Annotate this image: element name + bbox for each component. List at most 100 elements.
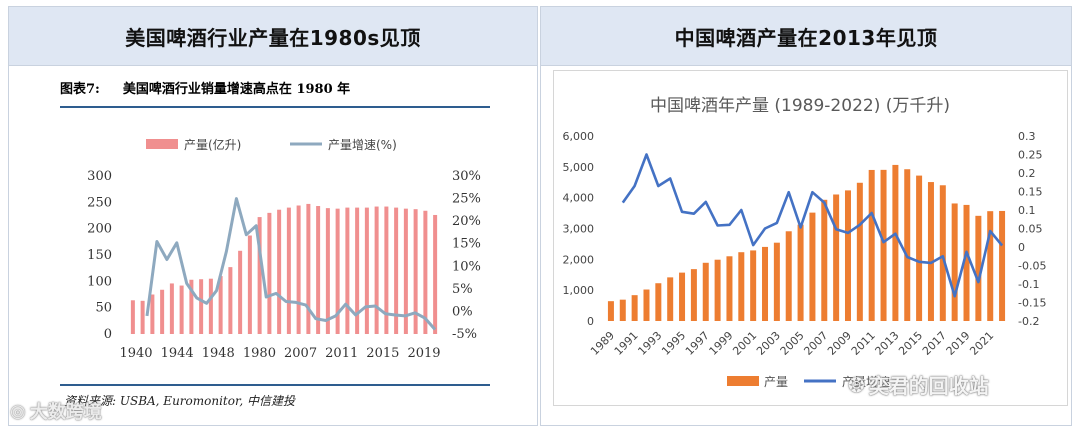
- bar-production: [433, 214, 438, 334]
- left-y-tick-label: 3,000: [563, 223, 595, 236]
- bar-production: [189, 279, 194, 334]
- bar-production: [267, 212, 272, 334]
- bar-production: [785, 231, 792, 321]
- left-y-tick-label: 1,000: [563, 284, 595, 297]
- bar-production: [702, 262, 709, 321]
- bar-production: [939, 185, 946, 321]
- bar-production: [916, 175, 923, 321]
- bar-production: [345, 207, 350, 334]
- left-y-tick-label: 0: [104, 327, 112, 342]
- left-y-tick-label: 200: [87, 222, 112, 237]
- x-tick-label: 1995: [659, 329, 688, 358]
- bar-production: [714, 259, 721, 321]
- x-tick-label: 1999: [707, 329, 736, 358]
- legend-swatch-production: [146, 139, 178, 149]
- left-figure-top-rule: [60, 106, 490, 108]
- bar-production: [296, 205, 301, 334]
- right-y-tick-label: -0.2: [1018, 315, 1039, 328]
- bar-production: [150, 294, 155, 334]
- bar-production: [750, 250, 757, 321]
- right-y-tick-label: 0.05: [1018, 223, 1043, 236]
- bar-production: [374, 206, 379, 334]
- right-y-tick-label: -5%: [452, 327, 477, 342]
- bar-production: [160, 289, 165, 334]
- bar-production: [179, 285, 184, 334]
- left-figure-title: 美国啤酒行业销量增速高点在 1980 年: [122, 82, 351, 97]
- bar-production: [218, 276, 223, 334]
- bar-production: [384, 206, 389, 334]
- bar-production: [631, 295, 638, 321]
- bar-production: [726, 256, 733, 321]
- bar-production: [904, 169, 911, 321]
- right-y-tick-label: 0: [1018, 241, 1025, 254]
- bar-production: [999, 210, 1006, 321]
- bar-production: [364, 207, 369, 334]
- x-tick-label: 2001: [730, 329, 759, 358]
- bar-production: [679, 272, 686, 321]
- right-panel-header: 中国啤酒产量在2013年见顶: [541, 7, 1071, 66]
- right-y-tick-label: 0%: [452, 304, 473, 319]
- left-chart: 产量(亿升) 产量增速(%) 0 50 100 150 200 250 300 -5% 0% 5% 10…: [87, 137, 481, 361]
- left-y-tick-label: 150: [87, 248, 112, 263]
- bar-production: [773, 242, 780, 321]
- x-tick-label: 1940: [119, 346, 152, 361]
- right-y-tick-label: 10%: [452, 259, 481, 274]
- x-tick-label: 1948: [202, 346, 235, 361]
- bar-production: [286, 207, 291, 334]
- x-tick-label: 2019: [407, 346, 440, 361]
- bar-production: [643, 289, 650, 321]
- bar-production: [738, 252, 745, 321]
- x-tick-label: 2007: [284, 346, 317, 361]
- legend-label-production: 产量: [764, 375, 788, 389]
- right-y-tick-label: 0.15: [1018, 186, 1043, 199]
- legend-swatch-production: [727, 376, 759, 386]
- bar-production: [667, 277, 674, 321]
- bar-production: [975, 215, 982, 321]
- bar-production: [335, 208, 340, 334]
- right-chart-title: 中国啤酒年产量 (1989-2022) (万千升): [650, 96, 950, 116]
- x-tick-label: 2009: [825, 329, 854, 358]
- left-y-tick-label: 300: [87, 169, 112, 184]
- x-tick-label: 2015: [366, 346, 399, 361]
- bar-production: [809, 212, 816, 321]
- x-tick-label: 2021: [967, 329, 996, 358]
- watermark-right: ❂ 奕君的回收站: [848, 370, 989, 399]
- bar-production: [655, 283, 662, 321]
- left-y-tick-label: 5,000: [563, 161, 595, 174]
- x-tick-label: 1989: [588, 329, 617, 358]
- x-tick-label: 2013: [873, 329, 902, 358]
- bar-production: [199, 279, 204, 334]
- watermark-left-logo-icon: ◎: [10, 400, 26, 422]
- bar-production: [140, 300, 145, 334]
- x-tick-label: 2003: [754, 329, 783, 358]
- x-tick-label: 2011: [849, 329, 878, 358]
- bar-production: [394, 207, 399, 334]
- bar-production: [355, 207, 360, 334]
- left-y-tick-label: 6,000: [563, 130, 595, 143]
- left-y-tick-label: 100: [87, 274, 112, 289]
- right-y-tick-label: 20%: [452, 214, 481, 229]
- bar-production: [169, 283, 174, 334]
- x-tick-label: 2015: [896, 329, 925, 358]
- right-y-tick-label: 0.1: [1018, 204, 1036, 217]
- bar-production: [844, 190, 851, 321]
- watermark-left-text: 大数跨境: [29, 402, 102, 423]
- bar-production: [833, 194, 840, 321]
- left-y-tick-label: 4,000: [563, 192, 595, 205]
- left-figure-source: 资料来源: USBA, Euromonitor, 中信建投: [64, 394, 296, 408]
- right-y-tick-label: -0.15: [1018, 297, 1046, 310]
- legend-label-production: 产量(亿升): [184, 137, 241, 152]
- right-y-tick-label: 0.3: [1018, 130, 1036, 143]
- bar-production: [856, 182, 863, 321]
- x-tick-label: 1980: [243, 346, 276, 361]
- left-y-tick-label: 0: [587, 315, 594, 328]
- wechat-icon: ❂: [848, 372, 865, 397]
- right-y-tick-label: 15%: [452, 237, 481, 252]
- bar-production: [821, 199, 828, 321]
- left-panel: 美国啤酒行业产量在1980s见顶: [8, 6, 538, 426]
- right-y-tick-label: -0.1: [1018, 278, 1039, 291]
- bar-production: [316, 206, 321, 334]
- bar-production: [208, 278, 213, 334]
- bar-production: [762, 246, 769, 321]
- right-y-tick-label: 25%: [452, 192, 481, 207]
